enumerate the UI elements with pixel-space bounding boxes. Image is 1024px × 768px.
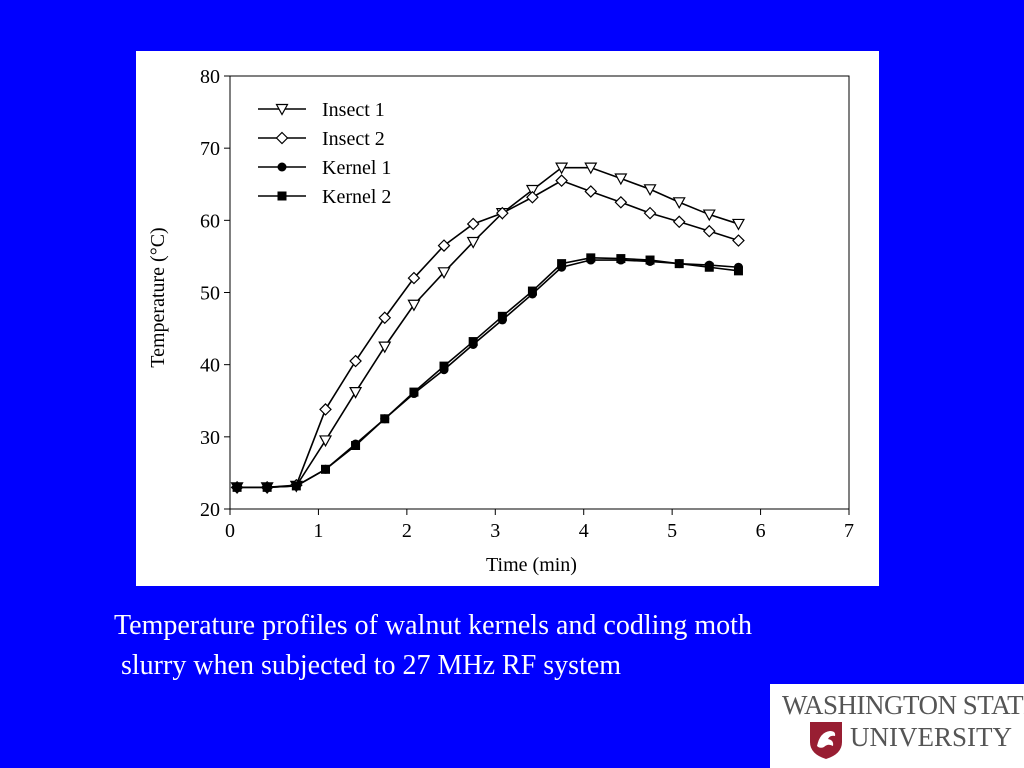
data-point-kernel-2 (468, 337, 478, 347)
data-point-insect-2 (466, 217, 480, 231)
x-tick-label: 0 (225, 520, 235, 542)
data-point-insect-1 (614, 173, 628, 186)
legend-label-insect-1: Insect 1 (322, 99, 385, 121)
data-point-kernel-2 (733, 266, 743, 276)
data-point-kernel-2 (262, 482, 272, 492)
data-point-insect-2 (407, 271, 421, 285)
caption: Temperature profiles of walnut kernels a… (114, 606, 934, 686)
data-point-kernel-2 (351, 440, 361, 450)
data-point-insect-1 (584, 162, 598, 175)
data-point-insect-2 (643, 206, 657, 220)
caption-line-1: Temperature profiles of walnut kernels a… (114, 610, 752, 641)
legend-label-insect-2: Insect 2 (322, 128, 385, 150)
chart-panel: 0 1 2 3 4 5 6 7 20 30 40 50 60 70 80 Time (min) Temperat… (136, 51, 879, 586)
university-logo: WASHINGTON STATE UNIVERSITY (770, 684, 1024, 768)
caption-line-2: slurry when subjected to 27 MHz RF syste… (114, 650, 622, 681)
y-tick-label: 80 (200, 66, 220, 88)
data-point-insect-1 (643, 184, 657, 197)
data-point-insect-1 (702, 209, 716, 222)
legend-marker-insect-1 (275, 103, 289, 116)
data-point-insect-2 (319, 403, 332, 416)
x-tick-label: 4 (579, 520, 589, 542)
data-point-insect-1 (318, 435, 333, 448)
x-tick-label: 3 (490, 520, 500, 542)
temperature-chart: 0 1 2 3 4 5 6 7 20 30 40 50 60 70 80 Time (min) Temperat… (147, 66, 854, 576)
y-tick-label: 70 (200, 138, 220, 160)
data-point-insect-2 (702, 224, 716, 238)
data-point-kernel-2 (497, 311, 507, 321)
data-point-kernel-2 (645, 255, 655, 265)
data-point-insect-1 (555, 162, 569, 175)
data-point-kernel-2 (616, 254, 626, 264)
data-point-insect-2 (672, 215, 686, 229)
y-tick-label: 40 (200, 355, 220, 377)
data-point-insect-1 (466, 236, 480, 249)
legend-marker-kernel-2 (277, 191, 287, 201)
series-line-kernel-1 (237, 259, 739, 489)
data-point-kernel-2 (291, 481, 301, 491)
data-point-insect-2 (378, 311, 392, 325)
y-axis-title: Temperature (°C) (147, 227, 169, 367)
legend-label-kernel-1: Kernel 1 (322, 157, 391, 179)
cougar-seal-icon (810, 722, 842, 759)
x-tick-label: 6 (756, 520, 766, 542)
data-point-kernel-2 (409, 387, 419, 397)
data-point-insect-1 (407, 299, 421, 312)
y-tick-label: 20 (200, 499, 220, 521)
data-point-insect-2 (496, 206, 509, 220)
data-point-kernel-2 (232, 482, 242, 492)
x-tick-label: 7 (844, 520, 854, 542)
x-tick-label: 1 (313, 520, 323, 542)
data-point-kernel-2 (380, 414, 390, 424)
y-tick-label: 30 (200, 427, 220, 449)
data-point-insect-2 (555, 174, 568, 187)
data-point-kernel-2 (439, 361, 449, 371)
data-point-kernel-2 (704, 262, 714, 272)
data-point-insect-1 (731, 218, 745, 231)
data-point-insect-2 (614, 195, 628, 209)
y-tick-label: 50 (200, 283, 220, 305)
legend-marker-kernel-1 (277, 162, 287, 172)
data-point-insect-1 (378, 341, 392, 354)
logo-line-1: WASHINGTON STATE (782, 690, 1024, 720)
x-tick-label: 2 (402, 520, 412, 542)
series-line-insect-1 (237, 166, 739, 489)
series-line-kernel-2 (237, 257, 739, 489)
data-point-kernel-2 (674, 259, 684, 269)
data-point-insect-1 (525, 184, 539, 197)
data-point-insect-1 (437, 267, 451, 280)
data-point-kernel-2 (586, 253, 596, 263)
data-point-insect-2 (732, 234, 745, 247)
data-point-insect-2 (584, 185, 598, 198)
data-point-kernel-2 (557, 259, 567, 269)
logo-line-2: UNIVERSITY (850, 722, 1012, 752)
legend-marker-insect-2 (275, 131, 289, 145)
data-point-insect-1 (672, 197, 686, 210)
data-point-insect-2 (349, 354, 362, 368)
data-point-insect-2 (526, 190, 539, 204)
legend-label-kernel-2: Kernel 2 (322, 186, 391, 208)
data-point-kernel-2 (527, 286, 537, 296)
data-point-kernel-2 (321, 464, 331, 474)
x-axis-title: Time (min) (486, 554, 577, 576)
y-tick-label: 60 (200, 210, 220, 232)
data-point-insect-2 (437, 239, 451, 252)
data-point-insect-1 (349, 386, 363, 399)
x-tick-label: 5 (667, 520, 677, 542)
